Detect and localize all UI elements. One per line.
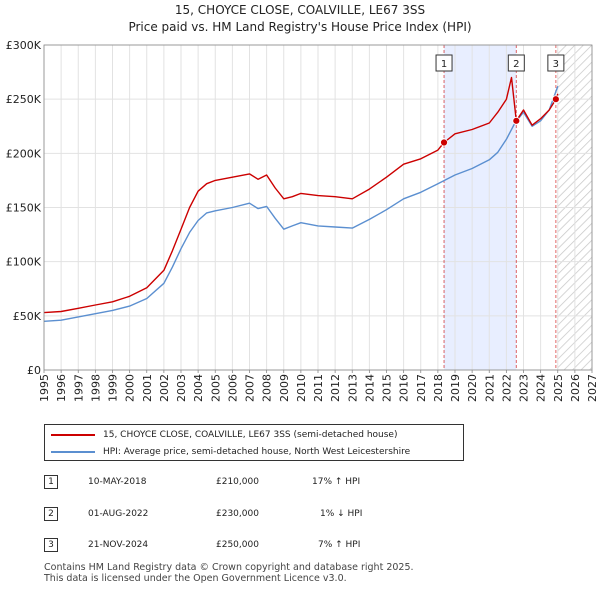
x-tick-label: 2006	[226, 374, 239, 402]
y-tick-label: £300K	[6, 39, 42, 52]
marker-label: 3	[553, 59, 559, 70]
chart-title: 15, CHOYCE CLOSE, COALVILLE, LE67 3SS	[174, 3, 426, 17]
x-tick-label: 2003	[175, 374, 188, 402]
x-tick-label: 1999	[107, 374, 120, 402]
legend-label-hpi: HPI: Average price, semi-detached house,…	[103, 447, 411, 457]
x-tick-label: 2004	[192, 374, 205, 402]
sale-point	[512, 116, 521, 125]
x-tick-label: 2015	[381, 374, 394, 402]
marker-label: 2	[513, 59, 519, 70]
x-tick-label: 2022	[500, 374, 513, 402]
legend-item-property: 15, CHOYCE CLOSE, COALVILLE, LE67 3SS (s…	[51, 427, 397, 443]
x-tick-label: 1998	[89, 374, 102, 402]
transaction-price: £210,000	[216, 477, 259, 487]
legend-label-property: 15, CHOYCE CLOSE, COALVILLE, LE67 3SS (s…	[103, 430, 398, 440]
footer-license: This data is licensed under the Open Gov…	[44, 573, 347, 584]
x-tick-label: 2005	[209, 374, 222, 402]
sale-point	[440, 138, 448, 147]
x-tick-label: 2013	[346, 374, 359, 402]
x-tick-label: 2019	[449, 374, 462, 402]
chart-subtitle: Price paid vs. HM Land Registry's House …	[128, 20, 472, 34]
transaction-badge: 1	[44, 475, 58, 489]
x-tick-label: 2018	[432, 374, 445, 402]
x-tick-label: 2000	[124, 374, 137, 402]
x-tick-label: 2002	[158, 374, 171, 402]
x-tick-label: 2001	[141, 374, 154, 402]
marker-label: 1	[441, 59, 447, 70]
transaction-hpi: 17% ↑ HPI	[312, 477, 361, 487]
y-tick-label: £50K	[13, 310, 42, 323]
transaction-price: £230,000	[216, 509, 259, 519]
y-tick-label: £100K	[6, 256, 42, 269]
marker-label-box	[507, 54, 525, 72]
transaction-badge: 2	[44, 507, 58, 521]
marker-label-box	[547, 54, 565, 72]
x-tick-label: 2009	[278, 374, 291, 402]
y-tick-label: £0	[27, 364, 41, 377]
transaction-hpi: 7% ↑ HPI	[318, 540, 361, 550]
footer-copyright: Contains HM Land Registry data © Crown c…	[44, 562, 414, 573]
x-tick-label: 2020	[466, 374, 479, 402]
x-tick-label: 2007	[244, 374, 257, 402]
transaction-badge: 3	[44, 538, 58, 552]
legend-item-hpi: HPI: Average price, semi-detached house,…	[51, 444, 410, 460]
transaction-date: 10-MAY-2018	[88, 477, 147, 487]
x-tick-label: 1995	[38, 374, 51, 402]
marker-label-box	[435, 54, 453, 72]
transaction-price: £250,000	[216, 540, 259, 550]
x-tick-label: 2010	[295, 374, 308, 402]
y-tick-label: £200K	[6, 147, 42, 160]
y-tick-label: £250K	[6, 93, 42, 106]
x-tick-label: 1996	[55, 374, 68, 402]
table-row: 3 21-NOV-2024 £250,000 7% ↑ HPI	[44, 536, 360, 554]
x-tick-label: 2027	[586, 374, 599, 402]
price-chart: 1 2 3 £0 £50K £100K £150K £200K £250K £300K 1995 19…	[6, 39, 599, 402]
x-tick-label: 2012	[329, 374, 342, 402]
x-tick-label: 2008	[261, 374, 274, 402]
transaction-date: 21-NOV-2024	[88, 540, 149, 550]
chart-legend: 15, CHOYCE CLOSE, COALVILLE, LE67 3SS (s…	[44, 424, 464, 461]
table-row: 2 01-AUG-2022 £230,000 1% ↓ HPI	[44, 505, 362, 523]
x-tick-label: 2016	[398, 374, 411, 402]
sale-point	[551, 95, 560, 104]
x-tick-label: 2011	[312, 374, 325, 402]
x-tick-label: 1997	[72, 374, 85, 402]
x-tick-label: 2026	[569, 374, 582, 402]
x-tick-label: 2023	[518, 374, 531, 402]
legend-swatch-hpi	[51, 451, 95, 453]
x-tick-label: 2024	[535, 374, 548, 402]
hpi-series-line	[44, 85, 559, 322]
x-tick-label: 2021	[483, 374, 496, 402]
transaction-hpi: 1% ↓ HPI	[320, 509, 363, 519]
transaction-date: 01-AUG-2022	[88, 509, 149, 519]
table-row: 1 10-MAY-2018 £210,000 17% ↑ HPI	[44, 473, 360, 491]
property-series-line	[44, 76, 559, 314]
y-tick-label: £150K	[6, 202, 42, 215]
legend-swatch-property	[51, 434, 95, 436]
x-tick-label: 2025	[552, 374, 565, 402]
x-tick-label: 2014	[363, 374, 376, 402]
series-group	[44, 76, 559, 322]
x-tick-label: 2017	[415, 374, 428, 402]
